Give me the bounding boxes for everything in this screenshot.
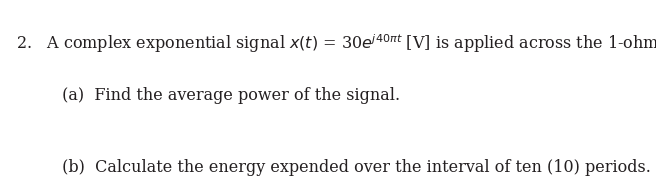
Text: (b)  Calculate the energy expended over the interval of ten (10) periods.: (b) Calculate the energy expended over t…: [16, 159, 651, 176]
Text: (a)  Find the average power of the signal.: (a) Find the average power of the signal…: [16, 87, 401, 104]
Text: 2.   A complex exponential signal $x(t)$ = 30$e^{j40\pi t}$ [V] is applied acros: 2. A complex exponential signal $x(t)$ =…: [16, 33, 656, 55]
